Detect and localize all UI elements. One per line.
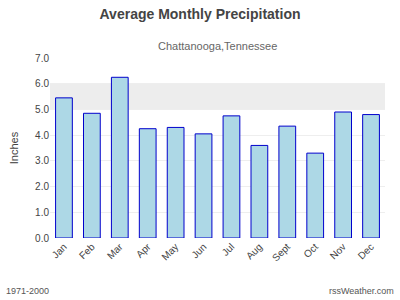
svg-text:1971-2000: 1971-2000: [6, 286, 49, 296]
svg-text:Chattanooga,Tennessee: Chattanooga,Tennessee: [158, 40, 277, 52]
svg-text:4.0: 4.0: [35, 130, 49, 141]
svg-text:Jul: Jul: [220, 241, 237, 258]
svg-text:0.0: 0.0: [35, 233, 49, 244]
svg-text:Nov: Nov: [328, 241, 348, 261]
svg-text:Oct: Oct: [301, 241, 320, 260]
svg-text:rssWeather.com: rssWeather.com: [329, 286, 394, 296]
svg-text:Dec: Dec: [356, 241, 376, 261]
svg-text:Mar: Mar: [105, 241, 125, 261]
svg-text:2.0: 2.0: [35, 181, 49, 192]
svg-text:May: May: [159, 241, 180, 262]
svg-text:Apr: Apr: [134, 241, 153, 260]
svg-text:7.0: 7.0: [35, 53, 49, 64]
svg-text:6.0: 6.0: [35, 78, 49, 89]
svg-text:Inches: Inches: [8, 131, 20, 164]
svg-text:5.0: 5.0: [35, 104, 49, 115]
svg-text:3.0: 3.0: [35, 155, 49, 166]
svg-text:Jun: Jun: [189, 241, 208, 260]
svg-text:Sept: Sept: [270, 241, 292, 263]
svg-text:Jan: Jan: [50, 241, 69, 260]
svg-text:1.0: 1.0: [35, 207, 49, 218]
svg-text:Feb: Feb: [77, 241, 97, 261]
svg-text:Average Monthly Precipitation: Average Monthly Precipitation: [100, 6, 301, 22]
svg-text:Aug: Aug: [244, 241, 264, 261]
